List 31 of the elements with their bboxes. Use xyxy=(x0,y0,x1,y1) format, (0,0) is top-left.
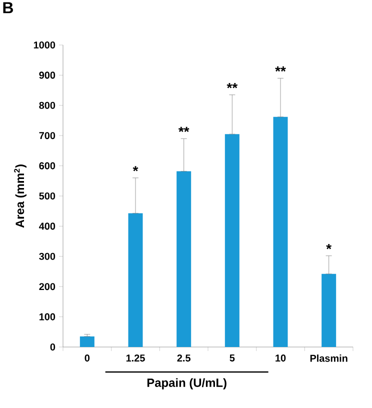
annotation: ** xyxy=(275,66,286,72)
y-tick-label: 800 xyxy=(39,102,56,109)
y-tick-label: 500 xyxy=(39,192,56,200)
y-tick-label: 300 xyxy=(39,252,56,260)
x-axis-title: Papain (U/mL) xyxy=(147,378,226,390)
x-tick-label: 5 xyxy=(230,354,235,362)
text: B xyxy=(3,2,13,14)
x-tick-label: 1.25 xyxy=(126,354,145,362)
annotation: * xyxy=(326,244,332,250)
bar xyxy=(176,171,192,347)
annotation: ** xyxy=(178,126,190,132)
annotation: * xyxy=(132,166,138,172)
bar xyxy=(322,274,336,347)
x-tick-label: 10 xyxy=(276,354,286,362)
y-tick-label: 0 xyxy=(50,343,56,351)
y-axis-title: Area (mm$^{2}$) xyxy=(14,164,26,228)
bar xyxy=(224,134,240,347)
y-tick-label: 400 xyxy=(39,222,56,230)
bar xyxy=(128,213,143,347)
bar xyxy=(273,116,288,347)
y-tick-label: 900 xyxy=(39,72,56,79)
y-tick-label: 1000 xyxy=(34,41,56,49)
x-tick-label: Plasmin xyxy=(310,354,348,362)
annotation: ** xyxy=(226,83,238,88)
bar xyxy=(80,336,94,347)
x-tick-label: 2.5 xyxy=(177,354,190,362)
y-tick-label: 200 xyxy=(39,283,56,290)
x-tick-label: 0 xyxy=(84,354,90,362)
y-tick-label: 600 xyxy=(39,162,56,170)
y-tick-label: 100 xyxy=(39,313,56,320)
y-tick-label: 700 xyxy=(39,132,56,140)
